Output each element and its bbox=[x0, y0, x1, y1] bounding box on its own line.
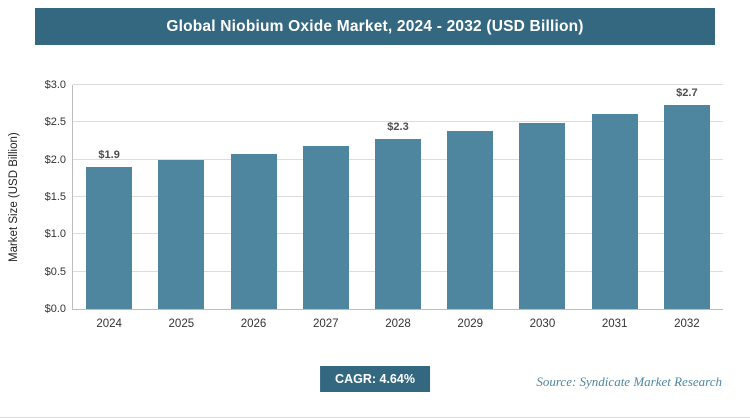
chart-title: Global Niobium Oxide Market, 2024 - 2032… bbox=[35, 8, 715, 45]
y-axis-title: Market Size (USD Billion) bbox=[8, 132, 20, 262]
x-tick-label: 2030 bbox=[529, 318, 556, 330]
source-text: Source: Syndicate Market Research bbox=[536, 374, 722, 389]
cagr-badge: CAGR: 4.64% bbox=[320, 366, 430, 392]
bar-value-label: $1.9 bbox=[98, 149, 120, 162]
bar-2025 bbox=[158, 160, 205, 309]
x-tick-label: 2024 bbox=[96, 318, 122, 330]
bar-2026 bbox=[230, 153, 277, 309]
bar-2027 bbox=[302, 146, 349, 309]
x-tick-label: 2026 bbox=[240, 318, 267, 330]
x-tick-label: 2028 bbox=[385, 318, 411, 330]
x-tick-label: 2027 bbox=[312, 318, 339, 330]
y-tick-label: $1.5 bbox=[44, 191, 66, 203]
y-tick-label: $0.0 bbox=[44, 303, 66, 315]
bar-2031 bbox=[591, 114, 638, 309]
bar-value-label: $2.3 bbox=[387, 120, 409, 133]
x-tick-label: 2025 bbox=[168, 318, 195, 330]
gridline bbox=[73, 121, 723, 123]
bar-2028 bbox=[375, 138, 421, 309]
gridline bbox=[73, 84, 723, 85]
x-tick-label: 2031 bbox=[601, 318, 628, 330]
y-tick-label: $2.5 bbox=[44, 116, 66, 129]
y-tick-label: $0.5 bbox=[44, 265, 66, 278]
y-tick-label: $3.0 bbox=[44, 79, 66, 91]
bar-2024 bbox=[86, 167, 133, 309]
bar-value-label: $2.7 bbox=[676, 87, 698, 100]
y-tick-label: $1.0 bbox=[44, 228, 66, 241]
bar-2029 bbox=[447, 131, 494, 309]
x-tick-label: 2032 bbox=[674, 318, 700, 330]
bar-2032 bbox=[663, 105, 710, 309]
y-tick-label: $2.0 bbox=[44, 153, 66, 166]
x-tick-label: 2029 bbox=[457, 318, 484, 330]
bar-2030 bbox=[519, 123, 566, 309]
plot-area: $0.0 $0.5 $1.0 $1.5 $2.0 $2.5 $3.0 $1.9 2024 2025… bbox=[45, 79, 723, 330]
